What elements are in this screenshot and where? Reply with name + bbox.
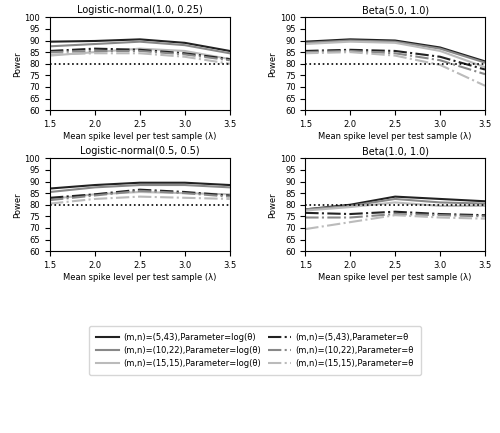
X-axis label: Mean spike level per test sample (λ): Mean spike level per test sample (λ) <box>63 273 216 281</box>
Y-axis label: Power: Power <box>268 51 277 77</box>
Title: Beta(1.0, 1.0): Beta(1.0, 1.0) <box>362 146 428 156</box>
Y-axis label: Power: Power <box>268 192 277 217</box>
Legend: (m,n)=(5,43),Parameter=log(θ), (m,n)=(10,22),Parameter=log(θ), (m,n)=(15,15),Par: (m,n)=(5,43),Parameter=log(θ), (m,n)=(10… <box>90 326 420 375</box>
Title: Beta(5.0, 1.0): Beta(5.0, 1.0) <box>362 5 428 15</box>
X-axis label: Mean spike level per test sample (λ): Mean spike level per test sample (λ) <box>63 132 216 141</box>
X-axis label: Mean spike level per test sample (λ): Mean spike level per test sample (λ) <box>318 273 472 281</box>
Title: Logistic-normal(0.5, 0.5): Logistic-normal(0.5, 0.5) <box>80 146 200 156</box>
Title: Logistic-normal(1.0, 0.25): Logistic-normal(1.0, 0.25) <box>77 5 203 15</box>
X-axis label: Mean spike level per test sample (λ): Mean spike level per test sample (λ) <box>318 132 472 141</box>
Y-axis label: Power: Power <box>13 192 22 217</box>
Y-axis label: Power: Power <box>13 51 22 77</box>
